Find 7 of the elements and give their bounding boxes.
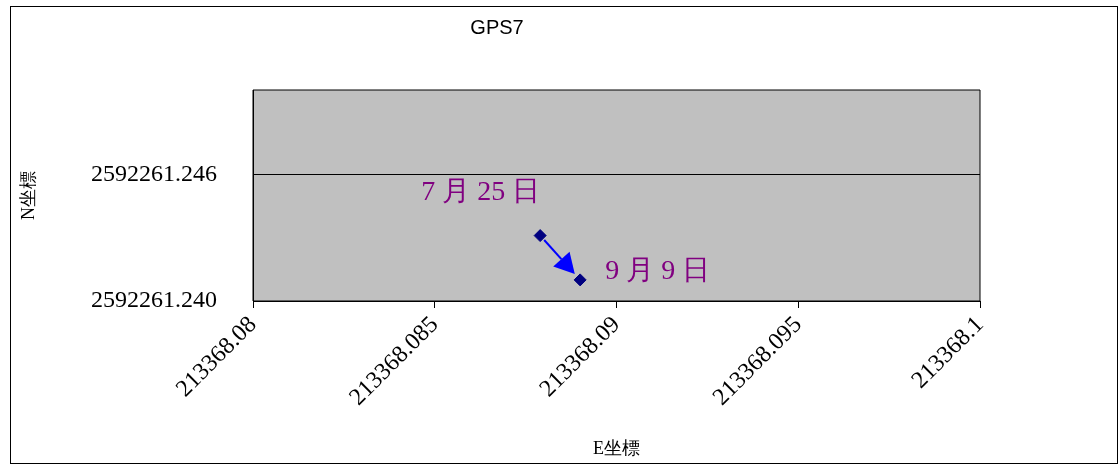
- annotation: 9 月 9 日: [605, 254, 711, 286]
- y-axis-title: N坐標: [17, 171, 38, 220]
- annotation: 7 月 25 日: [421, 174, 541, 206]
- y-tick-label: 2592261.240: [91, 286, 217, 313]
- chart-title: GPS7: [470, 15, 524, 38]
- y-tick-label: 2592261.246: [91, 159, 217, 186]
- x-axis-title: E坐標: [593, 437, 640, 458]
